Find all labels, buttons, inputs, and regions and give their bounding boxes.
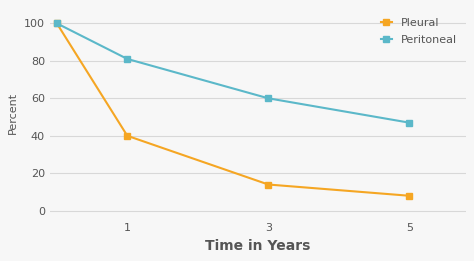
Peritoneal: [406, 121, 412, 124]
Pleural: [54, 22, 60, 25]
Peritoneal: [54, 22, 60, 25]
Pleural: [265, 183, 271, 186]
X-axis label: Time in Years: Time in Years: [205, 239, 310, 253]
Peritoneal: [265, 97, 271, 100]
Pleural: [406, 194, 412, 197]
Line: Peritoneal: Peritoneal: [54, 20, 413, 126]
Pleural: [125, 134, 130, 137]
Legend: Pleural, Peritoneal: Pleural, Peritoneal: [377, 14, 460, 49]
Y-axis label: Percent: Percent: [9, 92, 18, 134]
Peritoneal: [125, 57, 130, 61]
Line: Pleural: Pleural: [54, 20, 413, 199]
